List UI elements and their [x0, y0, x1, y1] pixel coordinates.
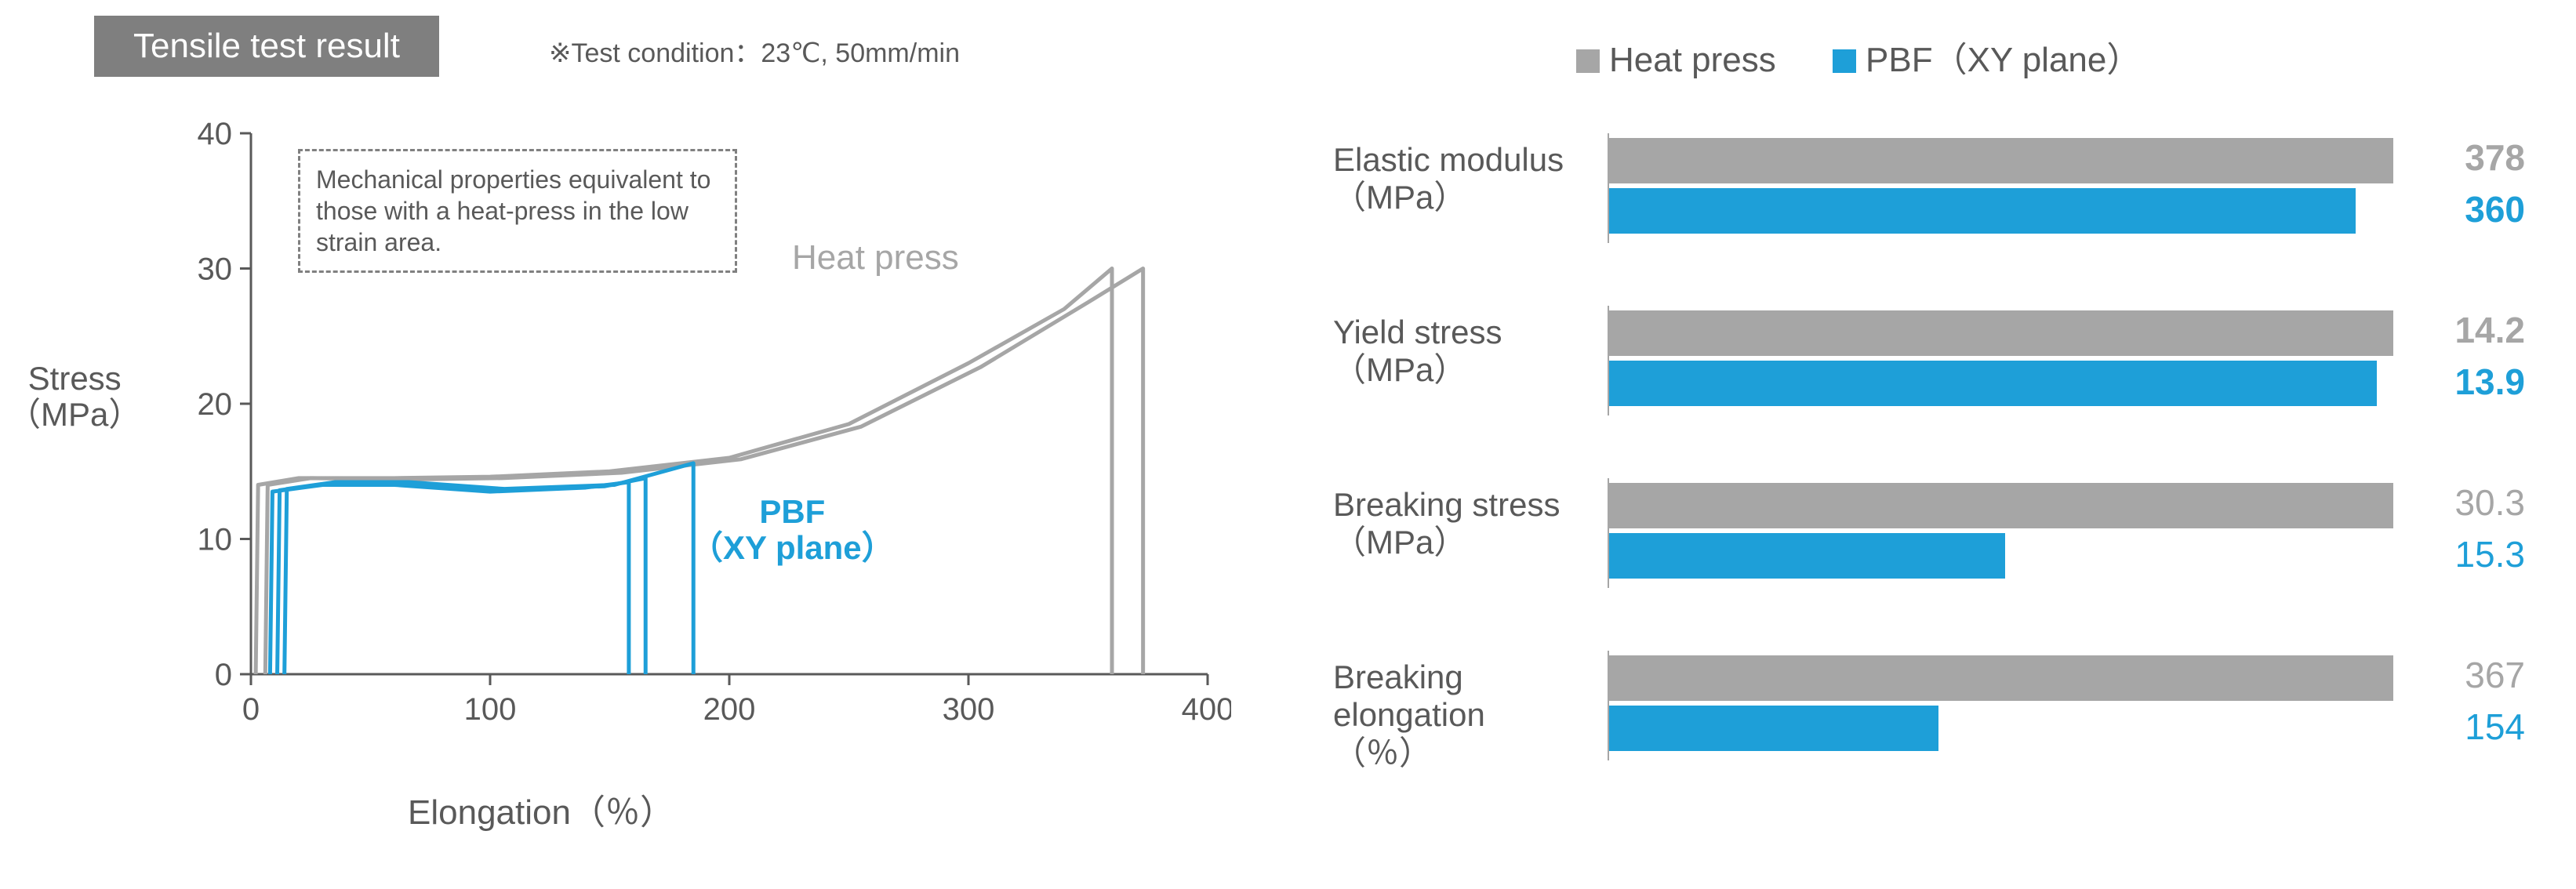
bar-label: Yield stress（MPa） — [1333, 314, 1604, 390]
bar-row: Elastic modulus（MPa） 378 360 — [1333, 133, 2556, 267]
bar-row: Breaking stress（MPa） 30.3 15.3 — [1333, 478, 2556, 611]
svg-text:100: 100 — [464, 692, 517, 727]
legend-pbf: PBF（XY plane） — [1833, 41, 2141, 79]
svg-text:0: 0 — [215, 658, 232, 692]
legend-heat-press: Heat press — [1576, 41, 1786, 79]
ylabel-line2: （MPa） — [8, 396, 141, 433]
bar-label: Elastic modulus（MPa） — [1333, 141, 1604, 217]
value-pbf: 360 — [2415, 188, 2525, 230]
bar-legend: Heat press PBF（XY plane） — [1576, 31, 2141, 82]
title-banner: Tensile test result — [94, 16, 439, 77]
bar-pbf — [1609, 188, 2356, 234]
svg-text:300: 300 — [943, 692, 995, 727]
heat-press-series-label: Heat press — [792, 238, 959, 278]
line-chart-xlabel: Elongation（％） — [408, 784, 674, 834]
pbf-label-line1: PBF — [759, 493, 825, 530]
line-chart: Stress （MPa） Elongation（％） 0102030400100… — [0, 102, 1255, 878]
value-heat-press: 367 — [2415, 654, 2525, 696]
bar-heat-press — [1609, 655, 2393, 701]
bars-container — [1608, 306, 2400, 415]
value-pbf: 154 — [2415, 706, 2525, 748]
svg-text:0: 0 — [242, 692, 260, 727]
legend-swatch-heat-press — [1576, 49, 1600, 73]
svg-text:20: 20 — [198, 387, 233, 422]
svg-text:10: 10 — [198, 523, 233, 557]
bar-heat-press — [1609, 310, 2393, 356]
bar-pbf — [1609, 706, 1938, 751]
bar-pbf — [1609, 361, 2377, 406]
svg-text:30: 30 — [198, 252, 233, 287]
value-heat-press: 30.3 — [2415, 481, 2525, 524]
value-pbf: 13.9 — [2415, 361, 2525, 403]
pbf-series-label: PBF （XY plane） — [690, 494, 895, 566]
bar-chart: Heat press PBF（XY plane） Elastic modulus… — [1333, 31, 2556, 878]
bar-label: Breakingelongation（％） — [1333, 659, 1604, 772]
svg-text:200: 200 — [703, 692, 756, 727]
value-heat-press: 14.2 — [2415, 309, 2525, 351]
bar-pbf — [1609, 533, 2005, 579]
svg-text:400: 400 — [1182, 692, 1231, 727]
svg-text:40: 40 — [198, 118, 233, 151]
bar-heat-press — [1609, 483, 2393, 528]
pbf-label-line2: （XY plane） — [690, 529, 895, 566]
bars-container — [1608, 133, 2400, 243]
legend-label-pbf: PBF（XY plane） — [1866, 41, 2141, 79]
bars-container — [1608, 651, 2400, 760]
line-chart-ylabel: Stress （MPa） — [8, 361, 141, 433]
ylabel-line1: Stress — [28, 360, 122, 397]
annotation-box: Mechanical properties equivalent to thos… — [298, 149, 737, 273]
legend-swatch-pbf — [1833, 49, 1856, 73]
bars-container — [1608, 478, 2400, 588]
value-heat-press: 378 — [2415, 136, 2525, 179]
bar-heat-press — [1609, 138, 2393, 183]
value-pbf: 15.3 — [2415, 533, 2525, 575]
test-condition-text: ※Test condition：23℃, 50mm/min — [549, 31, 960, 70]
legend-label-heat-press: Heat press — [1609, 41, 1776, 79]
bar-row: Yield stress（MPa） 14.2 13.9 — [1333, 306, 2556, 439]
bar-row: Breakingelongation（％） 367 154 — [1333, 651, 2556, 784]
bar-label: Breaking stress（MPa） — [1333, 486, 1604, 562]
